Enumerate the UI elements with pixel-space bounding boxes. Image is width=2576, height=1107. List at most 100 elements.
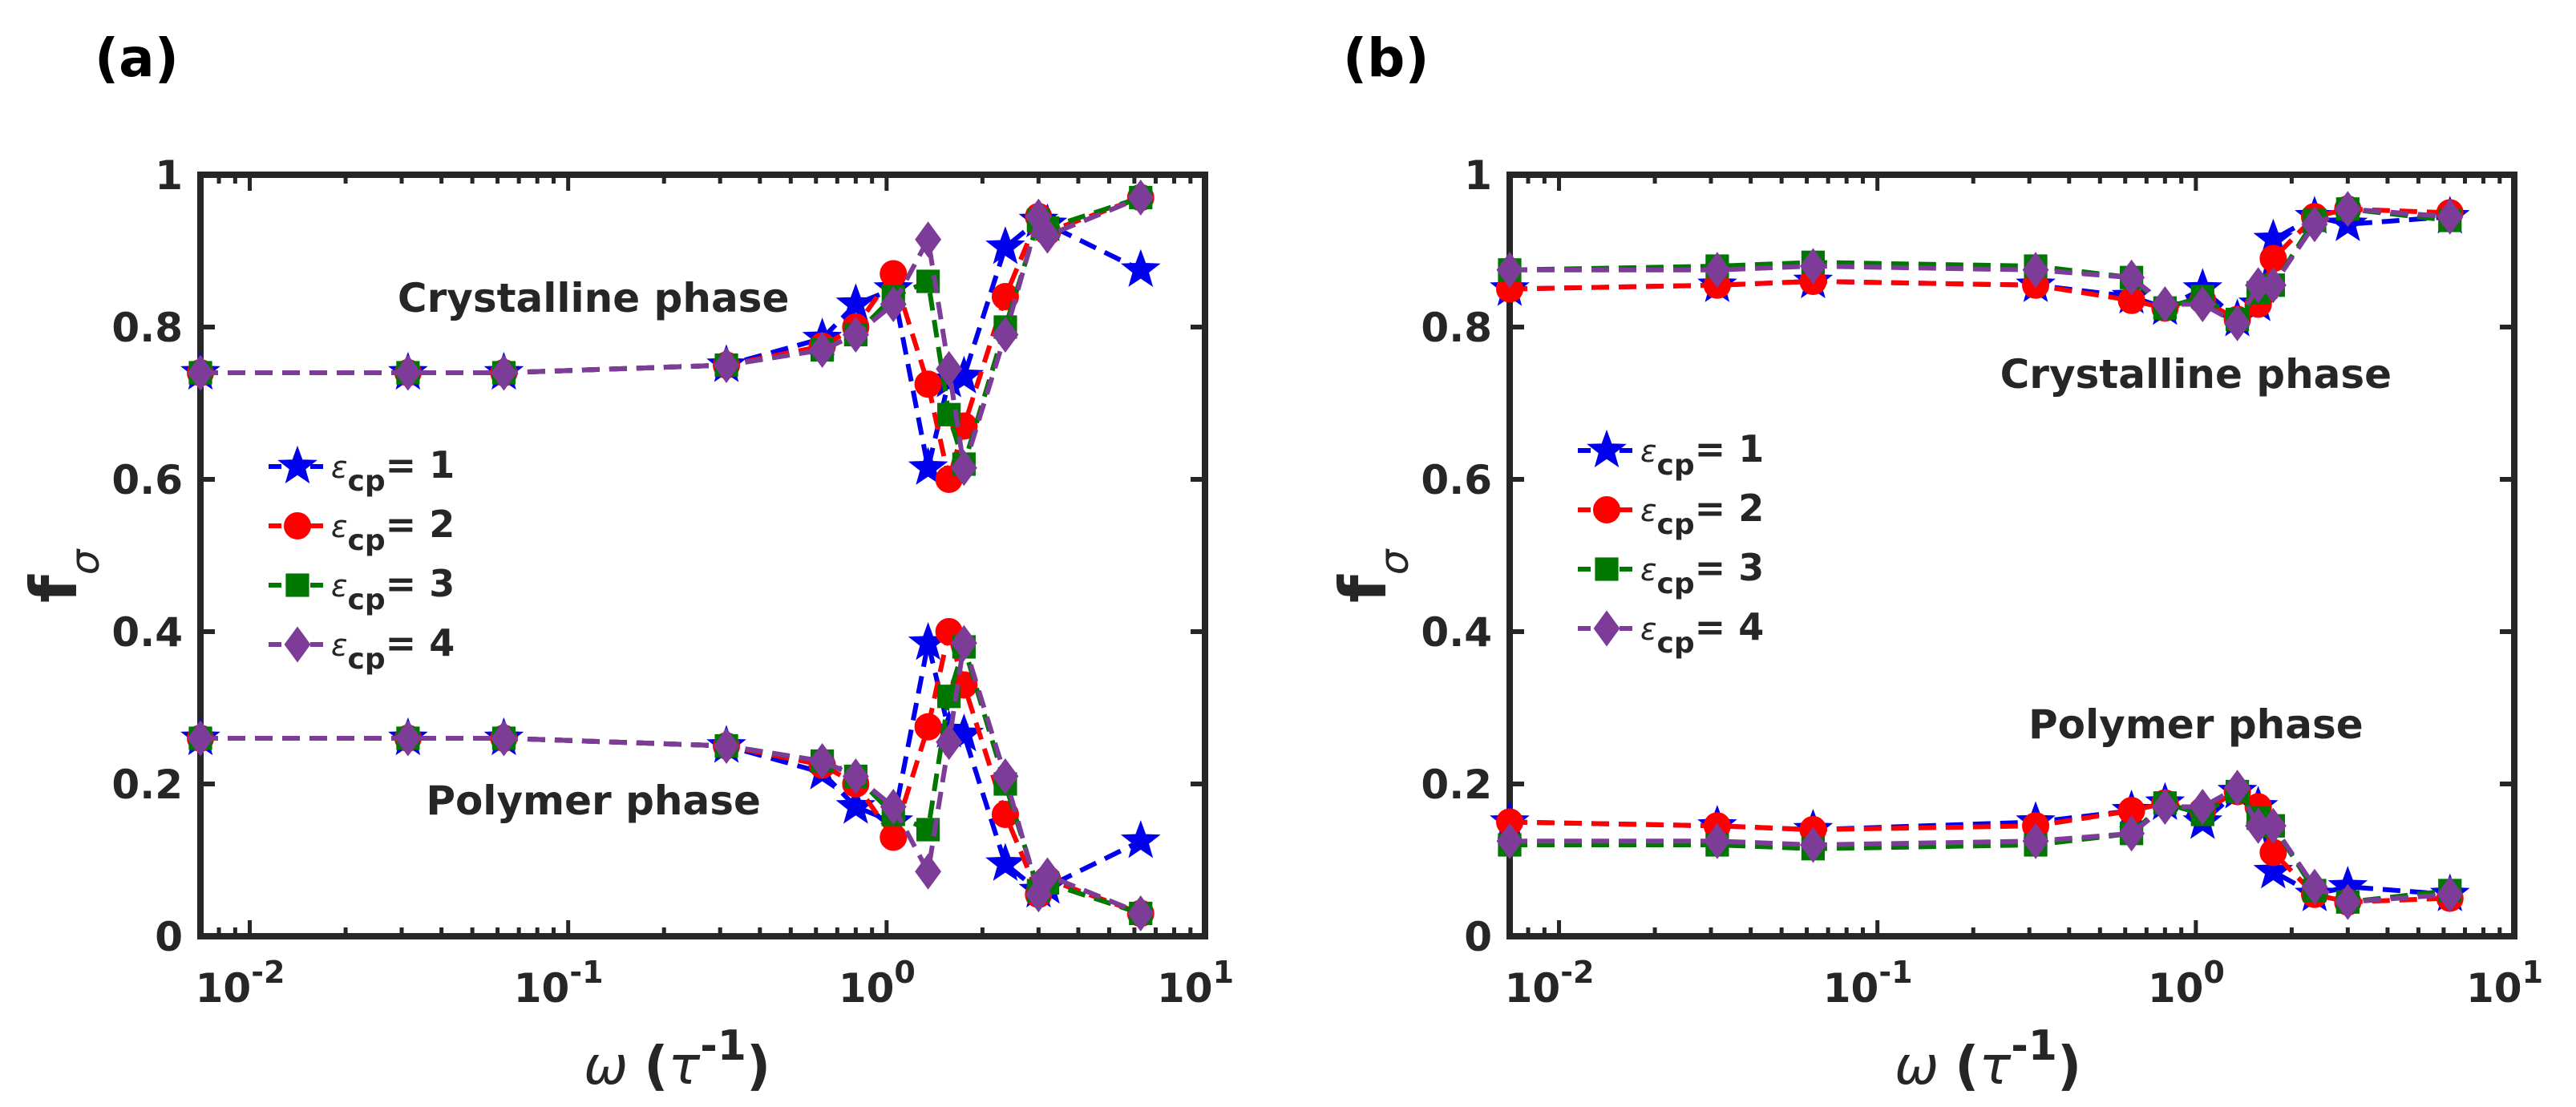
panel-b-series [1490,191,2470,920]
data-point-crystalline-4 [2334,191,2361,228]
data-point-crystalline-4 [2301,206,2328,243]
data-point-polymer-1 [985,842,1025,881]
data-point-polymer-4 [915,853,942,890]
y-tick-label: 0 [155,914,183,960]
data-point-crystalline-2 [880,260,908,288]
data-point-crystalline-4 [842,317,869,353]
data-point-polymer-4 [2224,770,2251,806]
legend-entry: εcp= 4 [1640,605,1764,660]
data-point-polymer-4 [809,743,836,779]
data-point-polymer-4 [1799,826,1826,863]
panel-a-x-axis-label: ω (τ-1) [584,1022,770,1097]
legend-entry: εcp= 4 [331,621,455,676]
data-point-crystalline-4 [2259,267,2287,304]
data-point-polymer-4 [2436,876,2464,913]
data-point-crystalline-4 [2118,259,2145,296]
panel-b-axes-frame [1506,172,2517,939]
legend-entry: εcp= 3 [331,562,455,616]
data-point-polymer-4 [1034,857,1061,894]
panel-a-ticks: 0 0.2 0.4 0.6 0.8 1 10-2 10-1 100 101 [111,152,1234,1012]
data-point-crystalline-1 [908,446,948,485]
x-tick-label: 100 [839,955,916,1012]
phase-annotation: Polymer phase [426,778,761,824]
panel-b-annotations: Crystalline phase Polymer phase [2000,351,2392,748]
data-point-polymer-4 [2151,789,2178,825]
data-point-crystalline-4 [1799,248,1826,285]
series-line-crystalline-4 [200,195,1142,469]
data-point-crystalline-4 [713,347,740,383]
legend-marker [1593,610,1620,647]
data-point-crystalline-4 [950,450,977,487]
y-tick-label: 1 [155,152,183,199]
data-point-polymer-4 [1496,822,1523,859]
data-point-crystalline-4 [394,354,422,391]
data-point-polymer-4 [2301,868,2328,905]
legend-marker [285,573,309,597]
legend-marker [1595,557,1619,581]
x-label-omega: ω [584,1035,628,1097]
data-point-polymer-1 [1120,820,1161,859]
x-tick-label: 101 [1157,955,1234,1012]
legend-marker [284,626,311,663]
data-point-polymer-4 [490,720,517,757]
data-point-crystalline-4 [2189,286,2216,322]
legend-entry: εcp= 1 [1640,427,1764,482]
data-point-crystalline-4 [915,221,942,258]
phase-annotation: Crystalline phase [398,275,789,321]
x-tick-label: 100 [2148,955,2225,1012]
data-point-polymer-4 [187,720,214,757]
data-point-crystalline-4 [1496,252,1523,289]
data-point-polymer-4 [936,724,963,761]
svg-text:fσ: fσ [17,548,108,603]
data-point-polymer-4 [394,720,422,757]
data-point-crystalline-4 [936,350,963,387]
data-point-crystalline-4 [2436,198,2464,235]
y-tick-label: 0 [1464,914,1492,960]
data-point-polymer-4 [2189,789,2216,825]
data-point-crystalline-4 [1127,180,1155,216]
data-point-crystalline-1 [835,283,876,321]
data-point-crystalline-1 [1120,248,1161,287]
data-point-polymer-4 [1127,895,1155,931]
panel-a-axes-frame [197,172,1208,939]
x-tick-label: 101 [2466,955,2543,1012]
y-tick-label: 0.8 [111,305,183,351]
legend-entry: εcp= 2 [1640,487,1764,541]
legend-entry: εcp= 2 [331,503,455,557]
data-point-crystalline-4 [992,317,1019,353]
y-tick-label: 0.4 [111,609,183,656]
x-label-omega: ω [1895,1035,1939,1097]
data-point-crystalline-4 [490,354,517,391]
panel-a-annotations: Crystalline phase Polymer phase [398,275,789,824]
data-point-crystalline-4 [2151,286,2178,322]
data-point-polymer-4 [2022,822,2049,859]
x-tick-label: 10-2 [196,955,285,1012]
data-point-crystalline-2 [914,370,942,398]
data-point-polymer-2 [880,823,908,851]
data-point-crystalline-4 [2022,252,2049,289]
data-point-polymer-4 [1704,822,1731,859]
panel-a: (a) 0 0.2 0.4 0.6 0.8 1 10-2 10-1 100 101 Crystal… [17,27,1234,1097]
y-tick-label: 0.2 [111,762,183,808]
phase-annotation: Crystalline phase [2000,351,2392,398]
y-tick-label: 0.8 [1421,305,1492,351]
data-point-polymer-4 [713,728,740,764]
data-point-polymer-4 [950,624,977,661]
data-point-polymer-4 [842,758,869,794]
y-tick-label: 1 [1464,152,1492,199]
data-point-polymer-4 [2118,815,2145,852]
panel-b: (b) 0 0.2 0.4 0.6 0.8 1 10-2 10-1 100 101 Crystal… [1326,27,2543,1097]
data-point-crystalline-4 [1034,217,1061,254]
legend-marker [1593,496,1620,523]
x-tick-label: 10-1 [514,955,604,1012]
legend-marker [284,512,311,539]
panel-a-label: (a) [95,27,179,89]
data-point-crystalline-1 [985,226,1025,265]
panel-a-y-axis-label: fσ [17,548,108,603]
panel-b-label: (b) [1343,27,1430,89]
data-point-polymer-4 [992,758,1019,794]
y-tick-label: 0.6 [111,457,183,503]
